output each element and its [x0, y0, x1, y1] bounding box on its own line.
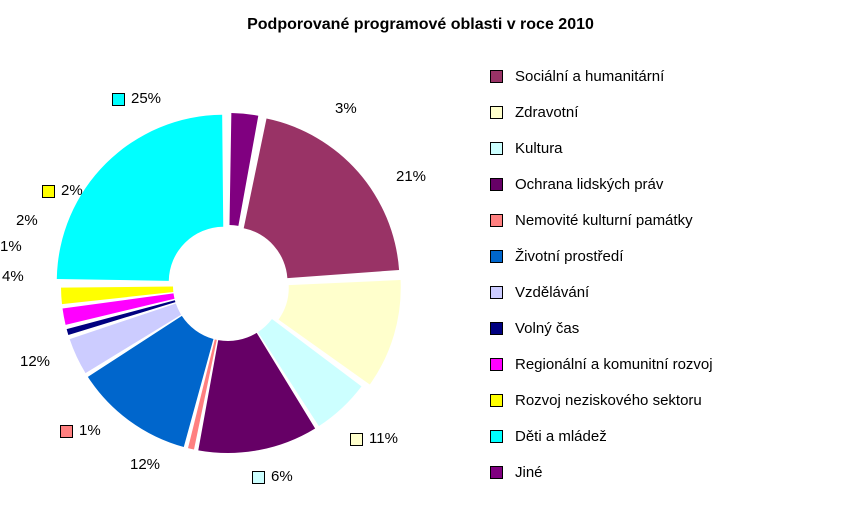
legend-item: Životní prostředí [490, 238, 713, 274]
legend-label: Volný čas [515, 320, 579, 337]
legend-item: Regionální a komunitní rozvoj [490, 346, 713, 382]
percent-swatch [42, 185, 55, 198]
legend-swatch [490, 322, 503, 335]
legend-label: Sociální a humanitární [515, 68, 664, 85]
legend-label: Děti a mládež [515, 428, 607, 445]
legend-swatch [490, 178, 503, 191]
percent-text: 4% [2, 268, 24, 285]
percent-text: 21% [396, 168, 426, 185]
legend-label: Jiné [515, 464, 543, 481]
percent-text: 1% [0, 238, 22, 255]
percent-text: 11% [369, 430, 398, 447]
percent-label: 3% [335, 100, 357, 117]
percent-label: 1% [60, 422, 101, 439]
percent-label: 11% [350, 430, 398, 447]
percent-label: 12% [130, 456, 160, 473]
chart-container: Podporované programové oblasti v roce 20… [0, 0, 841, 507]
legend-swatch [490, 142, 503, 155]
percent-label: 25% [112, 90, 161, 107]
percent-text: 12% [20, 353, 50, 370]
legend-item: Nemovité kulturní památky [490, 202, 713, 238]
legend-swatch [490, 430, 503, 443]
legend-label: Životní prostředí [515, 248, 623, 265]
legend-item: Ochrana lidských práv [490, 166, 713, 202]
percent-label: 4% [2, 268, 24, 285]
percent-swatch [252, 471, 265, 484]
percent-label: 1% [0, 238, 22, 255]
pie-slice [244, 119, 399, 279]
percent-text: 2% [16, 212, 38, 229]
percent-text: 2% [61, 182, 83, 199]
percent-swatch [60, 425, 73, 438]
percent-swatch [112, 93, 125, 106]
legend-label: Regionální a komunitní rozvoj [515, 356, 713, 373]
percent-text: 3% [335, 100, 357, 117]
percent-label: 12% [20, 353, 50, 370]
legend-item: Rozvoj neziskového sektoru [490, 382, 713, 418]
legend-label: Kultura [515, 140, 563, 157]
percent-text: 12% [130, 456, 160, 473]
legend-swatch [490, 358, 503, 371]
percent-text: 6% [271, 468, 293, 485]
legend: Sociální a humanitární Zdravotní Kultura Oc… [490, 58, 713, 490]
donut-chart [0, 0, 841, 507]
percent-text: 1% [79, 422, 101, 439]
legend-item: Volný čas [490, 310, 713, 346]
percent-swatch [350, 433, 363, 446]
legend-label: Vzdělávání [515, 284, 589, 301]
percent-label: 6% [252, 468, 293, 485]
legend-swatch [490, 286, 503, 299]
legend-swatch [490, 466, 503, 479]
legend-item: Děti a mládež [490, 418, 713, 454]
percent-text: 25% [131, 90, 161, 107]
legend-swatch [490, 70, 503, 83]
legend-label: Nemovité kulturní památky [515, 212, 693, 229]
legend-item: Zdravotní [490, 94, 713, 130]
legend-item: Jiné [490, 454, 713, 490]
legend-label: Zdravotní [515, 104, 578, 121]
legend-swatch [490, 394, 503, 407]
legend-item: Sociální a humanitární [490, 58, 713, 94]
legend-item: Kultura [490, 130, 713, 166]
legend-swatch [490, 106, 503, 119]
legend-label: Rozvoj neziskového sektoru [515, 392, 702, 409]
legend-label: Ochrana lidských práv [515, 176, 663, 193]
percent-label: 2% [16, 212, 38, 229]
legend-swatch [490, 214, 503, 227]
legend-swatch [490, 250, 503, 263]
legend-item: Vzdělávání [490, 274, 713, 310]
percent-label: 2% [42, 182, 83, 199]
percent-label: 21% [396, 168, 426, 185]
